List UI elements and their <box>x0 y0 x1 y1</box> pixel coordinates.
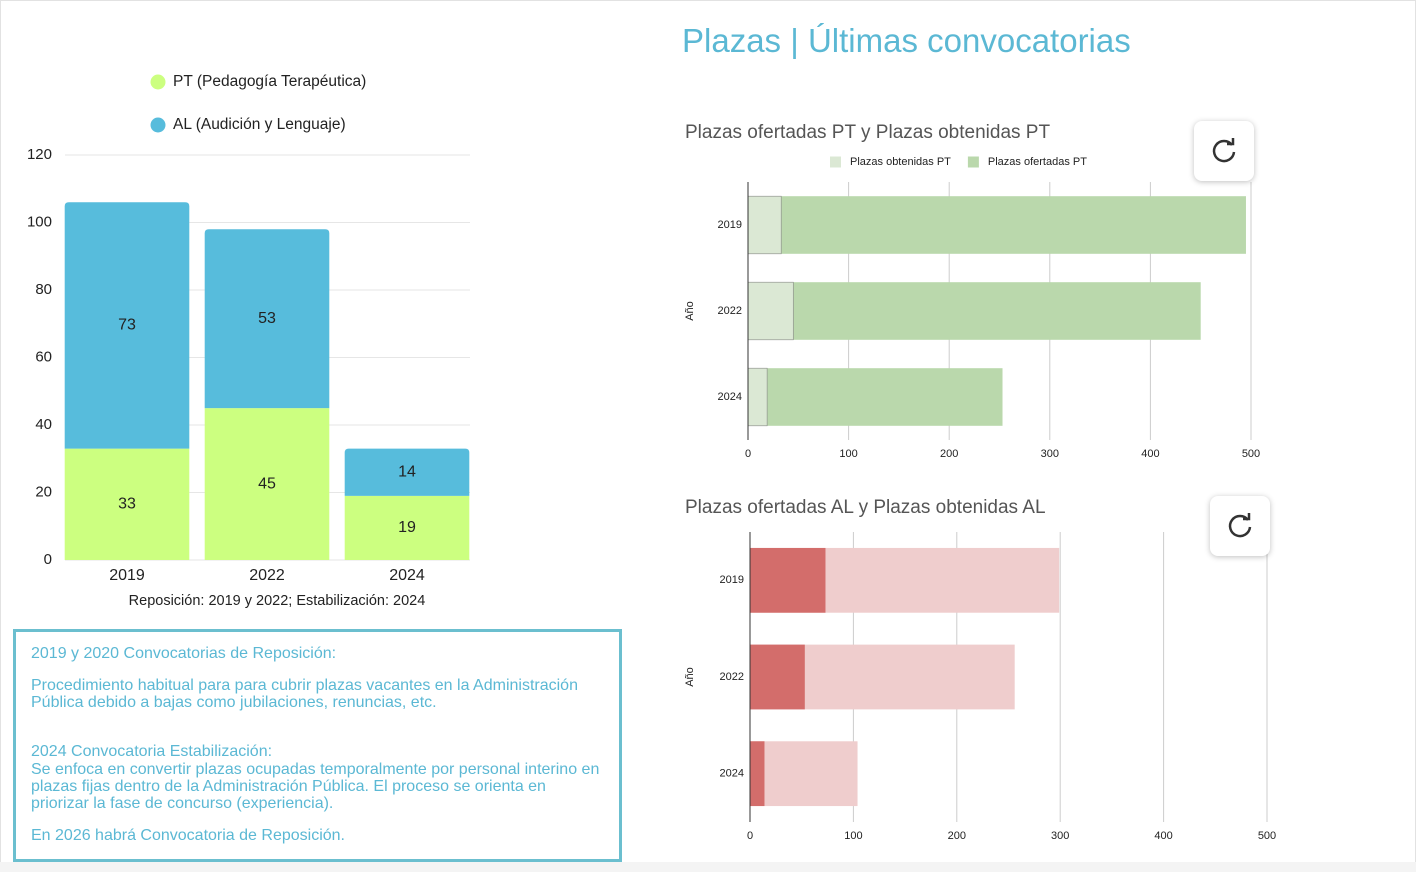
x-tick-label: 200 <box>940 448 958 460</box>
y-tick-label: 2022 <box>720 671 744 683</box>
x-tick-label: 0 <box>745 448 751 460</box>
note-heading: 2024 Convocatoria Estabilización: <box>31 743 273 760</box>
legend-label: Plazas ofertadas PT <box>988 156 1087 168</box>
legend-swatch <box>967 156 979 168</box>
bar <box>750 741 858 807</box>
data-label: 19 <box>398 519 416 536</box>
y-tick-label: 60 <box>35 348 52 365</box>
y-tick-label: 100 <box>27 213 52 230</box>
x-tick-label: 100 <box>844 830 862 842</box>
data-label: 14 <box>398 463 416 480</box>
x-tick-label: 400 <box>1154 830 1172 842</box>
bar <box>750 741 765 807</box>
data-label: 53 <box>258 310 276 327</box>
x-tick-label: 300 <box>1041 448 1059 460</box>
bar <box>747 195 782 255</box>
bar-segment <box>204 408 330 560</box>
legend-label: AL (Audición y Lenguaje) <box>173 116 346 133</box>
y-tick-label: 2024 <box>718 391 742 403</box>
y-tick-label: 120 <box>27 146 52 163</box>
footer-strip <box>0 862 1416 872</box>
refresh-button[interactable] <box>1210 496 1270 556</box>
refresh-icon <box>1228 513 1252 538</box>
chart-title: Plazas ofertadas AL y Plazas obtenidas A… <box>685 497 1046 518</box>
bar <box>748 282 1201 340</box>
legend-label: Plazas obtenidas PT <box>850 156 951 168</box>
legend-label: PT (Pedagogía Terapéutica) <box>173 73 366 90</box>
x-tick-label: 2019 <box>109 567 145 584</box>
refresh-icon <box>1212 138 1236 163</box>
x-tick-label: 2024 <box>389 567 425 584</box>
note-text: En 2026 habrá Convocatoria de Reposición… <box>31 827 345 844</box>
y-axis-label: Año <box>684 301 696 321</box>
note-text: Se enfoca en convertir plazas ocupadas t… <box>31 761 600 812</box>
legend-swatch <box>150 74 166 90</box>
y-tick-label: 2019 <box>718 219 742 231</box>
y-tick-label: 40 <box>35 416 52 433</box>
bar <box>750 547 826 613</box>
legend-swatch <box>830 156 841 168</box>
bar <box>748 196 1246 254</box>
y-tick-label: 20 <box>35 483 52 500</box>
bar-segment <box>344 495 470 560</box>
x-tick-label: 400 <box>1141 448 1159 460</box>
x-tick-label: 200 <box>948 830 966 842</box>
refresh-button[interactable] <box>1194 121 1254 181</box>
data-label: 33 <box>118 496 136 513</box>
x-tick-label: 0 <box>747 830 753 842</box>
bar-segment <box>344 448 470 496</box>
x-axis-label: Reposición: 2019 y 2022; Estabilización:… <box>129 593 426 609</box>
bar-segment <box>64 448 190 560</box>
bar <box>747 367 768 427</box>
page-title: Plazas | Últimas convocatorias <box>682 22 1131 59</box>
legend-swatch <box>150 117 166 133</box>
x-tick-label: 300 <box>1051 830 1069 842</box>
x-tick-label: 2022 <box>249 567 285 584</box>
y-tick-label: 80 <box>35 281 52 298</box>
x-tick-label: 100 <box>839 448 857 460</box>
bar-segment <box>204 229 330 409</box>
bar <box>748 368 1003 426</box>
chart-title: Plazas ofertadas PT y Plazas obtenidas P… <box>685 122 1050 143</box>
note-box: 2019 y 2020 Convocatorias de Reposición:… <box>13 629 622 862</box>
bar <box>750 644 805 710</box>
y-tick-label: 0 <box>44 551 52 568</box>
data-label: 73 <box>118 317 136 334</box>
note-text: Procedimiento habitual para para cubrir … <box>31 677 578 711</box>
x-tick-label: 500 <box>1242 448 1260 460</box>
x-tick-label: 500 <box>1258 830 1276 842</box>
y-tick-label: 2024 <box>720 768 744 780</box>
y-tick-label: 2019 <box>720 574 744 586</box>
y-axis-label: Año <box>684 667 696 687</box>
data-label: 45 <box>258 475 276 492</box>
bar <box>747 281 794 341</box>
bar-segment <box>64 202 190 449</box>
note-heading: 2019 y 2020 Convocatorias de Reposición: <box>31 645 337 662</box>
y-tick-label: 2022 <box>718 305 742 317</box>
